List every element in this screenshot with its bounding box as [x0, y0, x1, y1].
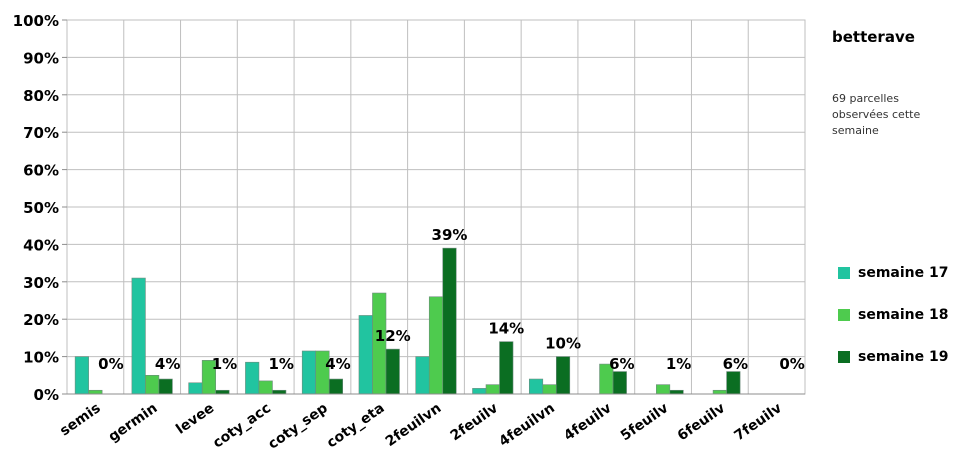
data-label: 6% [609, 355, 634, 373]
bar-semaine-17 [188, 382, 203, 395]
legend-swatch-semaine-18 [838, 309, 850, 321]
x-tick-label: 7feuilv [731, 400, 784, 444]
legend-swatch-semaine-17 [838, 267, 850, 279]
data-label: 0% [98, 355, 123, 373]
x-tick-label: 6feuilv [675, 400, 728, 444]
bar-semaine-18 [712, 389, 727, 395]
bar-semaine-17 [472, 388, 487, 395]
legend: semaine 17 semaine 18 semaine 19 [838, 262, 948, 388]
x-tick-label: 5feuilv [618, 400, 671, 444]
bar-semaine-19 [272, 389, 287, 395]
bar-semaine-18 [145, 374, 160, 395]
legend-item-semaine-18: semaine 18 [838, 304, 948, 326]
y-tick-label: 30% [23, 274, 59, 292]
y-tick-label: 100% [13, 12, 59, 30]
bar-semaine-17 [415, 356, 430, 395]
bar-semaine-18 [88, 389, 103, 395]
data-label: 10% [545, 335, 581, 353]
y-tick-label: 40% [23, 236, 59, 254]
x-tick-label: levee [173, 400, 217, 437]
bar-semaine-18 [258, 380, 273, 395]
x-tick-label: 4feuilv [561, 400, 614, 444]
bar-semaine-17 [528, 378, 544, 395]
legend-swatch-semaine-19 [838, 351, 850, 363]
data-label: 4% [155, 355, 180, 373]
y-tick-label: 20% [23, 311, 59, 329]
x-tick-label: semis [57, 400, 103, 439]
bar-semaine-19 [442, 247, 457, 395]
bar-semaine-19 [215, 389, 230, 395]
data-label: 12% [375, 327, 411, 345]
bar-semaine-19 [726, 371, 741, 395]
bar-semaine-18 [485, 384, 500, 395]
y-tick-label: 80% [23, 87, 59, 105]
data-label: 1% [212, 355, 237, 373]
y-tick-label: 60% [23, 162, 59, 180]
bar-semaine-17 [245, 361, 260, 395]
legend-label: semaine 19 [858, 349, 949, 365]
data-label: 14% [488, 320, 524, 338]
bar-semaine-19 [499, 341, 514, 395]
bar-semaine-18 [542, 384, 557, 395]
bar-semaine-17 [74, 356, 89, 395]
x-tick-label: coty_eta [324, 400, 388, 451]
bar-semaine-18 [656, 384, 671, 395]
crop-title: betterave [832, 28, 915, 46]
legend-item-semaine-19: semaine 19 [838, 346, 948, 368]
bar-semaine-19 [669, 389, 684, 395]
y-tick-label: 10% [23, 349, 59, 367]
bar-semaine-18 [428, 296, 444, 395]
data-label: 1% [268, 355, 293, 373]
bar-semaine-19 [612, 371, 627, 395]
x-tick-label: 2feuilvn [383, 400, 445, 450]
legend-label: semaine 18 [858, 307, 949, 323]
y-tick-label: 0% [34, 386, 59, 404]
observation-note: 69 parcelles observées cette semaine [832, 92, 921, 137]
legend-label: semaine 17 [858, 265, 949, 281]
bar-semaine-19 [158, 378, 173, 395]
bar-semaine-17 [301, 350, 317, 395]
x-tick-label: germin [106, 400, 161, 445]
data-label: 0% [779, 355, 804, 373]
bar-semaine-19 [328, 378, 344, 395]
bar-semaine-17 [131, 277, 146, 395]
x-tick-label: coty_sep [265, 400, 330, 452]
x-tick-label: coty_acc [210, 400, 274, 451]
y-tick-label: 70% [23, 124, 59, 142]
bar-semaine-17 [358, 315, 373, 395]
x-tick-label: 2feuilv [448, 400, 501, 444]
y-tick-label: 90% [23, 49, 59, 67]
bar-semaine-19 [555, 356, 571, 395]
data-label: 1% [666, 355, 691, 373]
y-tick-label: 50% [23, 199, 59, 217]
data-label: 6% [723, 355, 748, 373]
x-tick-label: 4feuilvn [496, 400, 558, 450]
legend-item-semaine-17: semaine 17 [838, 262, 948, 284]
bar-semaine-19 [385, 348, 400, 395]
data-label: 4% [325, 355, 350, 373]
data-label: 39% [432, 226, 468, 244]
